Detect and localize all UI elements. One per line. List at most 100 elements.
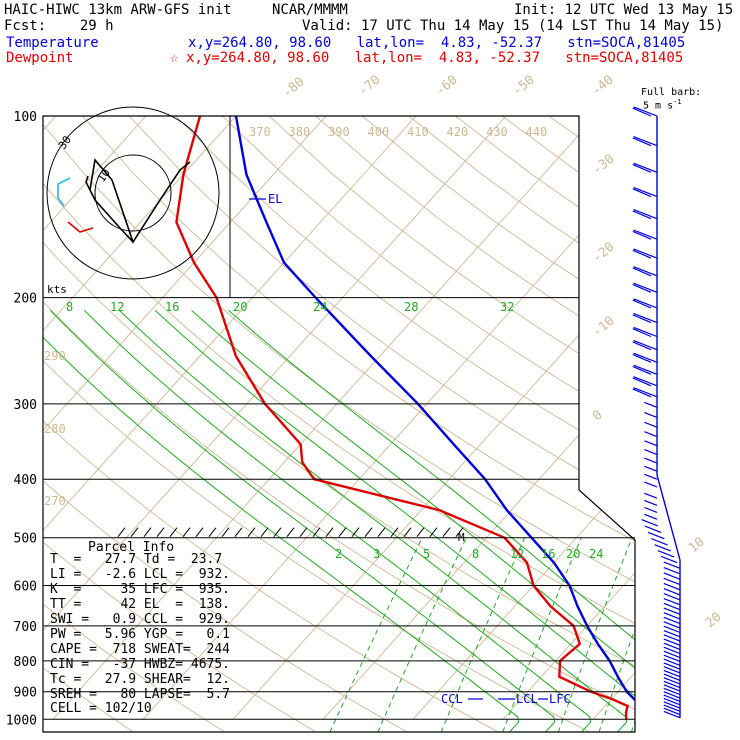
parcel-info-row: CELL = 102/10 xyxy=(50,701,152,716)
wind-barb-staff xyxy=(656,474,681,561)
org-label: NCAR/MMMM xyxy=(272,2,348,18)
wind-barb xyxy=(663,666,681,674)
wind-barb xyxy=(663,602,681,611)
dry-adiabat-label: 430 xyxy=(486,125,508,139)
wind-hatch-mark xyxy=(377,527,386,537)
wind-barb-feather xyxy=(632,188,652,198)
pressure-label: 700 xyxy=(14,620,37,635)
isotherm-label: -10 xyxy=(590,313,618,340)
plot-area xyxy=(43,116,740,732)
wind-hatch-mark xyxy=(208,527,217,537)
hodograph-trace-low-level xyxy=(67,221,94,233)
pressure-label: 600 xyxy=(14,579,37,594)
wind-barb-feather xyxy=(632,267,652,277)
wind-barb xyxy=(633,352,658,363)
wind-barb xyxy=(657,550,675,558)
wind-barb xyxy=(641,519,659,527)
hodograph-unit-label: kts xyxy=(47,283,67,296)
isotherm-label: -20 xyxy=(590,239,618,266)
wind-barb-feather xyxy=(632,377,652,387)
wind-barb xyxy=(644,401,658,408)
wind-barb xyxy=(663,662,681,670)
wind-barb-feather xyxy=(632,341,652,351)
pressure-label: 300 xyxy=(14,398,37,413)
wind-barb xyxy=(633,266,658,277)
wind-hatch-mark xyxy=(338,527,347,537)
wind-barb xyxy=(660,555,678,564)
moist-adiabat-line xyxy=(228,310,635,732)
dry-adiabat-line xyxy=(43,116,317,732)
wind-barb xyxy=(644,499,658,506)
wind-barb xyxy=(663,677,681,685)
wind-hatch-mark xyxy=(247,527,256,537)
isotherm-label: -60 xyxy=(433,72,461,99)
pressure-label: 900 xyxy=(14,686,37,701)
wind-hatch-mark xyxy=(182,527,191,537)
wind-barb xyxy=(663,654,681,663)
wind-barb xyxy=(663,577,681,586)
wind-barb xyxy=(663,607,681,615)
wind-barb xyxy=(663,680,681,689)
mixing-ratio-line xyxy=(440,537,526,732)
moist-adiabat-line xyxy=(154,310,635,732)
wind-barb xyxy=(633,387,658,398)
isotherm-line xyxy=(412,116,635,720)
isotherm-label: -50 xyxy=(510,72,538,99)
dry-adiabat-line xyxy=(43,116,591,732)
wind-barb xyxy=(633,282,658,293)
hodograph-ring-label: 10 xyxy=(95,166,113,184)
parcel-info-row: K = 35 LFC = 935. xyxy=(50,582,231,597)
hodograph-ring-outer xyxy=(46,106,220,280)
pressure-label: 500 xyxy=(14,532,37,547)
wind-barb xyxy=(663,691,681,699)
el-marker-label: EL xyxy=(268,192,282,206)
ccl-marker-label: CCL xyxy=(441,692,463,706)
wind-barb xyxy=(663,707,681,716)
wind-hatch-mark xyxy=(156,527,165,537)
isotherm-line xyxy=(43,116,147,720)
dry-adiabat-label: 270 xyxy=(44,494,66,508)
wind-barb xyxy=(633,106,658,117)
m-marker-label: M xyxy=(458,531,465,544)
moist-adiabat-label: 16 xyxy=(165,300,179,314)
wind-hatch-mark xyxy=(234,527,243,537)
wind-barb xyxy=(663,588,681,596)
wind-barb-feather xyxy=(632,283,652,293)
mixing-ratio-label: 20 xyxy=(566,547,580,561)
wind-hatch-mark xyxy=(442,527,451,537)
parcel-info-row: SWI = 0.9 CCL = 929. xyxy=(50,612,231,627)
dry-adiabat-line xyxy=(689,116,740,732)
hodograph-ring-label: 30 xyxy=(56,133,74,151)
wind-hatch-mark xyxy=(195,527,204,537)
lcl-marker-label: LCL xyxy=(516,692,538,706)
wind-barb xyxy=(663,704,681,712)
wind-barb-feather xyxy=(632,353,652,363)
wind-barb xyxy=(663,694,681,702)
dry-adiabat-label: 390 xyxy=(328,125,350,139)
parcel-info-row: TT = 42 EL = 138. xyxy=(50,597,231,612)
wind-barb xyxy=(663,625,681,634)
wind-barb xyxy=(663,638,681,646)
dry-adiabat-label: 380 xyxy=(289,125,311,139)
wind-hatch-mark xyxy=(325,527,334,537)
wind-hatch-mark xyxy=(299,527,308,537)
valid-time: Valid: 17 UTC Thu 14 May 15 (14 LST Thu … xyxy=(302,18,724,34)
temperature-legend-label: Temperature xyxy=(6,35,99,51)
dry-adiabat-label: 410 xyxy=(407,125,429,139)
wind-barb xyxy=(633,340,658,351)
isotherm-label: 20 xyxy=(703,610,725,632)
pressure-label: 800 xyxy=(14,655,37,670)
moist-adiabat-label: 20 xyxy=(233,300,247,314)
isotherm-line xyxy=(232,116,635,720)
wind-hatch-mark xyxy=(455,527,464,537)
wind-barb xyxy=(663,597,681,606)
forecast-hour: Fcst: 29 h xyxy=(4,18,114,34)
moist-adiabat-label: 24 xyxy=(313,300,327,314)
mixing-ratio-line xyxy=(598,537,635,732)
mixing-ratio-label: 24 xyxy=(589,547,603,561)
moist-adiabat-label: 8 xyxy=(66,300,73,314)
wind-barb xyxy=(647,531,665,540)
pressure-label: 200 xyxy=(14,292,37,307)
parcel-info-row: T = 27.7 Td = 23.7 xyxy=(50,552,223,567)
